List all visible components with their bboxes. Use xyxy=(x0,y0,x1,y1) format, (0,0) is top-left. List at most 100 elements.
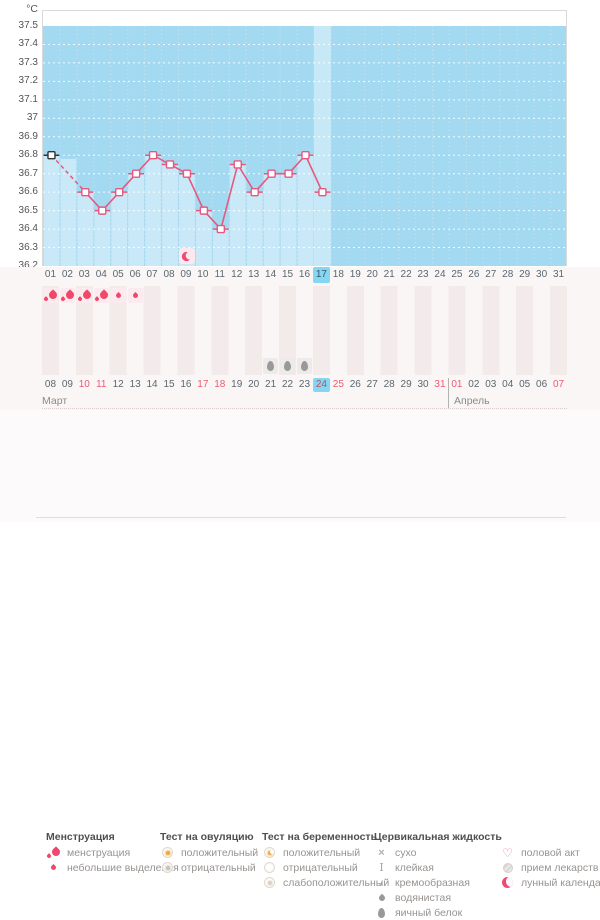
temperature-marker[interactable] xyxy=(301,151,310,160)
calendar-date-cell[interactable]: 31 xyxy=(434,379,446,390)
legend-item: × сухо xyxy=(374,845,502,860)
calendar-date-cell[interactable]: 17 xyxy=(197,379,209,390)
cycle-day-cell[interactable]: 25 xyxy=(451,269,463,280)
cycle-day-cell[interactable]: 11 xyxy=(214,269,225,280)
calendar-date-cell[interactable]: 11 xyxy=(96,379,107,390)
cycle-day-cell[interactable]: 30 xyxy=(536,269,548,280)
temperature-marker[interactable] xyxy=(81,187,90,197)
calendar-date-cell[interactable]: 22 xyxy=(281,379,294,390)
spotting-cell[interactable] xyxy=(110,288,126,303)
cycle-day-cell[interactable]: 13 xyxy=(248,269,260,280)
calendar-date-cell[interactable]: 07 xyxy=(552,379,565,390)
cycle-day-cell[interactable]: 03 xyxy=(78,269,90,280)
calendar-date-cell[interactable]: 14 xyxy=(146,379,158,390)
cycle-day-cell[interactable]: 07 xyxy=(146,269,158,280)
menstruation-cell[interactable] xyxy=(93,288,110,303)
calendar-date-cell[interactable]: 19 xyxy=(231,379,243,390)
cycle-day-cell[interactable]: 16 xyxy=(298,269,311,280)
cycle-day-cell[interactable]: 28 xyxy=(502,269,514,280)
cycle-day-cell[interactable]: 20 xyxy=(366,269,378,280)
cycle-day-cell[interactable]: 08 xyxy=(163,269,175,280)
calendar-date-cell[interactable]: 28 xyxy=(383,379,395,390)
eggwhite-cell[interactable] xyxy=(280,358,296,374)
calendar-date-cell[interactable]: 21 xyxy=(265,379,277,390)
cycle-day-cell[interactable]: 10 xyxy=(197,269,209,280)
temperature-marker[interactable] xyxy=(47,151,56,160)
eggwhite-icon xyxy=(284,361,292,371)
legend-item: небольшие выделения xyxy=(46,860,179,875)
temperature-marker[interactable] xyxy=(148,151,158,160)
cycle-day-cell[interactable]: 09 xyxy=(180,269,192,280)
cycle-day-cell[interactable]: 29 xyxy=(519,269,531,280)
calendar-date-cell[interactable]: 10 xyxy=(78,379,90,390)
cycle-day-cell[interactable]: 23 xyxy=(417,269,429,280)
legend-item-label: положительный xyxy=(283,846,361,859)
eggwhite-cell[interactable] xyxy=(263,358,279,374)
watery-icon xyxy=(374,891,389,905)
calendar-date-cell[interactable]: 01 xyxy=(451,379,463,390)
calendar-date-cell[interactable]: 12 xyxy=(112,379,124,390)
calendar-date-cell[interactable]: 09 xyxy=(61,379,73,390)
calendar-date-cell[interactable]: 06 xyxy=(536,379,548,390)
cycle-day-cell[interactable]: 21 xyxy=(383,269,395,280)
cycle-day-cell[interactable]: 04 xyxy=(95,269,107,280)
cycle-day-cell[interactable]: 18 xyxy=(332,269,344,280)
temperature-marker[interactable] xyxy=(318,187,327,197)
temperature-marker[interactable] xyxy=(165,160,175,169)
temperature-marker[interactable] xyxy=(199,206,209,215)
calendar-date-cell[interactable]: 20 xyxy=(248,379,260,390)
temperature-chart xyxy=(42,10,567,266)
cycle-day-cell[interactable]: 06 xyxy=(129,269,141,280)
menstruation-cell[interactable] xyxy=(76,288,93,303)
y-axis-tick: 36.3 xyxy=(18,241,38,253)
calendar-date-cell[interactable]: 26 xyxy=(349,379,361,390)
temperature-marker[interactable] xyxy=(250,187,259,197)
temperature-marker[interactable] xyxy=(284,169,293,178)
calendar-date-cell[interactable]: 08 xyxy=(44,379,57,390)
cycle-day-cell[interactable]: 19 xyxy=(349,269,361,280)
temperature-marker[interactable] xyxy=(115,187,124,197)
temperature-marker[interactable] xyxy=(98,206,107,215)
y-axis-tick: 37.1 xyxy=(18,93,38,105)
cycle-day-cell[interactable]: 15 xyxy=(281,269,294,280)
calendar-date-cell[interactable]: 25 xyxy=(332,379,344,390)
eggwhite-cell[interactable] xyxy=(297,358,312,374)
calendar-date-cell[interactable]: 24 xyxy=(312,378,330,392)
menstruation-cell[interactable] xyxy=(59,288,76,303)
cycle-day-cell[interactable]: 05 xyxy=(112,269,124,280)
legend-column: Тест на беременность положительный отрицат… xyxy=(262,830,389,890)
cycle-day-cell[interactable]: 27 xyxy=(485,269,497,280)
cycle-day-cell[interactable]: 26 xyxy=(468,269,480,280)
temperature-marker[interactable] xyxy=(216,224,226,234)
calendar-date-cell[interactable]: 23 xyxy=(298,379,311,390)
cycle-day-cell[interactable]: 17 xyxy=(312,267,330,283)
temperature-marker[interactable] xyxy=(182,169,192,178)
temperature-bar xyxy=(263,173,280,266)
temperature-marker[interactable] xyxy=(233,160,242,169)
cycle-day-cell[interactable]: 31 xyxy=(552,269,565,280)
calendar-date-cell[interactable]: 03 xyxy=(485,379,497,390)
calendar-date-cell[interactable]: 30 xyxy=(417,379,429,390)
calendar-date-cell[interactable]: 05 xyxy=(519,379,531,390)
cycle-day-cell[interactable]: 22 xyxy=(400,269,412,280)
calendar-date-cell[interactable]: 16 xyxy=(180,379,192,390)
calendar-date-cell[interactable]: 29 xyxy=(400,379,412,390)
spotting-cell[interactable] xyxy=(127,288,143,303)
rows-separator xyxy=(42,408,567,409)
calendar-date-cell[interactable]: 02 xyxy=(468,379,480,390)
cycle-day-cell[interactable]: 01 xyxy=(44,269,57,280)
cycle-day-cell[interactable]: 02 xyxy=(61,269,73,280)
eggwhite-icon xyxy=(267,361,275,371)
calendar-date-cell[interactable]: 27 xyxy=(366,379,378,390)
temperature-marker[interactable] xyxy=(131,169,141,178)
cycle-day-cell[interactable]: 14 xyxy=(265,269,277,280)
calendar-date-cell[interactable]: 15 xyxy=(163,379,175,390)
calendar-date-cell[interactable]: 04 xyxy=(502,379,514,390)
menstruation-cell[interactable] xyxy=(43,288,59,303)
cycle-day-cell[interactable]: 12 xyxy=(231,269,243,280)
calendar-date-cell[interactable]: 18 xyxy=(214,379,226,390)
calendar-date-cell[interactable]: 13 xyxy=(129,379,141,390)
cycle-day-cell[interactable]: 24 xyxy=(434,269,446,280)
temperature-marker[interactable] xyxy=(267,169,276,178)
